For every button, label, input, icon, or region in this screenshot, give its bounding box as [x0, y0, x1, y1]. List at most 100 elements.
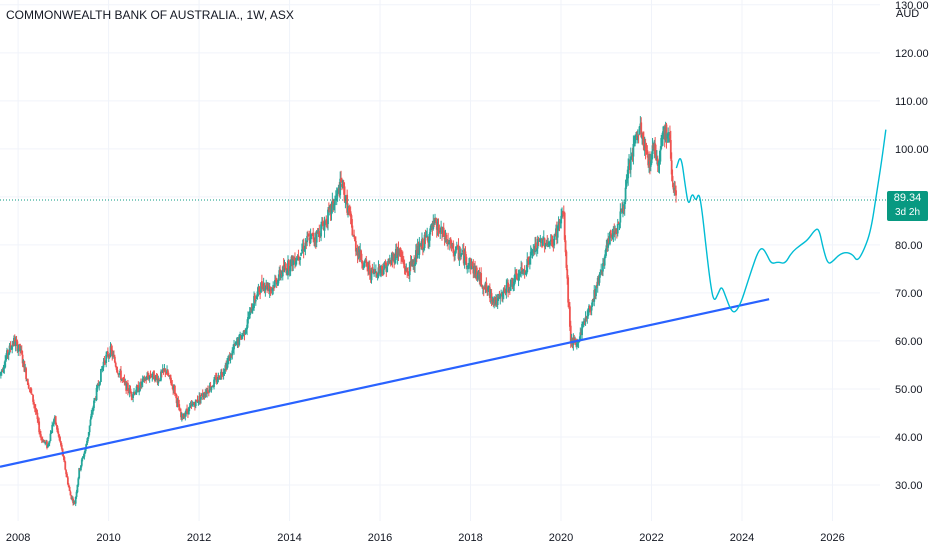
candle	[254, 293, 256, 304]
candle	[48, 440, 51, 447]
candle	[2, 364, 5, 374]
candle	[302, 238, 305, 259]
candle	[530, 247, 533, 256]
candle	[447, 232, 449, 250]
candle	[170, 377, 173, 386]
candle	[66, 476, 69, 486]
candle	[78, 467, 81, 480]
candle	[254, 299, 257, 306]
candle	[294, 257, 297, 267]
candle	[567, 275, 570, 308]
candle	[351, 219, 354, 236]
candle	[102, 358, 105, 372]
symbol-title[interactable]: COMMONWEALTH BANK OF AUSTRALIA., 1W, ASX	[6, 8, 294, 22]
candle	[375, 271, 378, 279]
candle	[240, 332, 243, 340]
y-axis[interactable]: 30.0040.0050.0060.0070.0080.0090.00100.0…	[895, 0, 929, 492]
x-tick-label: 2018	[458, 532, 482, 544]
candle	[360, 249, 362, 261]
projection-drawing[interactable]	[675, 129, 887, 313]
candle	[669, 130, 672, 162]
candle	[659, 146, 662, 165]
candle	[370, 267, 373, 284]
candle	[100, 368, 102, 383]
bar-countdown: 3d 2h	[894, 207, 921, 219]
candle	[66, 472, 68, 478]
candle	[74, 496, 77, 507]
candle	[422, 247, 425, 253]
x-axis[interactable]: 2008 2010 2012 2014 2016 2018 2020 2022 2024 2026	[6, 532, 845, 544]
candle	[268, 282, 271, 298]
candle	[27, 382, 30, 389]
candle	[46, 444, 49, 448]
candle	[490, 289, 493, 307]
candle	[582, 321, 584, 329]
candle	[625, 174, 628, 189]
x-tick-label: 2010	[96, 532, 120, 544]
candle	[461, 253, 463, 255]
candle	[347, 205, 350, 216]
candle	[523, 265, 526, 279]
candle	[54, 415, 57, 426]
candle	[445, 232, 448, 244]
candle	[595, 285, 597, 300]
candle	[233, 339, 235, 355]
candle	[76, 484, 79, 494]
candle	[38, 417, 41, 435]
candle	[455, 246, 457, 254]
candle	[86, 437, 89, 443]
chart-grid	[0, 0, 880, 521]
candle	[449, 237, 452, 249]
candle	[207, 391, 210, 397]
candle	[207, 385, 209, 394]
candle	[31, 393, 34, 395]
candle	[623, 200, 626, 216]
candle	[274, 274, 276, 289]
candle	[421, 237, 424, 256]
candle	[20, 345, 23, 356]
candle	[130, 391, 133, 401]
candle	[51, 421, 54, 434]
candle	[672, 182, 675, 193]
candle	[275, 277, 278, 289]
candle	[148, 375, 151, 383]
candle	[561, 207, 563, 218]
candle	[521, 262, 523, 274]
candle	[386, 265, 389, 273]
candle	[80, 457, 83, 468]
candle	[557, 216, 560, 231]
candle	[640, 117, 643, 138]
candle	[219, 377, 222, 380]
candle	[556, 224, 559, 244]
candle	[442, 222, 445, 238]
candle	[480, 267, 483, 287]
candle	[647, 151, 650, 168]
candle	[320, 221, 322, 242]
candle	[113, 354, 116, 364]
candle	[67, 483, 70, 488]
candle	[340, 170, 342, 183]
candle	[69, 490, 72, 496]
trendline[interactable]	[0, 298, 770, 468]
y-tick-label: 110.00	[895, 96, 928, 108]
candle	[179, 407, 182, 412]
x-tick-label: 2024	[730, 532, 754, 544]
x-tick-label: 2026	[820, 532, 844, 544]
projection-path[interactable]	[675, 129, 887, 313]
candle	[197, 401, 200, 406]
candle	[529, 245, 532, 265]
candlestick-series	[0, 116, 677, 507]
trendline-drawing[interactable]	[0, 298, 770, 468]
candle	[306, 231, 309, 247]
candle	[553, 234, 556, 249]
candle	[193, 401, 195, 405]
candle	[300, 252, 302, 257]
candle	[310, 233, 313, 240]
x-tick-label: 2012	[187, 532, 211, 544]
candle	[350, 213, 353, 228]
candle	[528, 256, 531, 270]
candle	[25, 366, 28, 382]
candle	[112, 350, 115, 359]
candle	[201, 389, 204, 400]
